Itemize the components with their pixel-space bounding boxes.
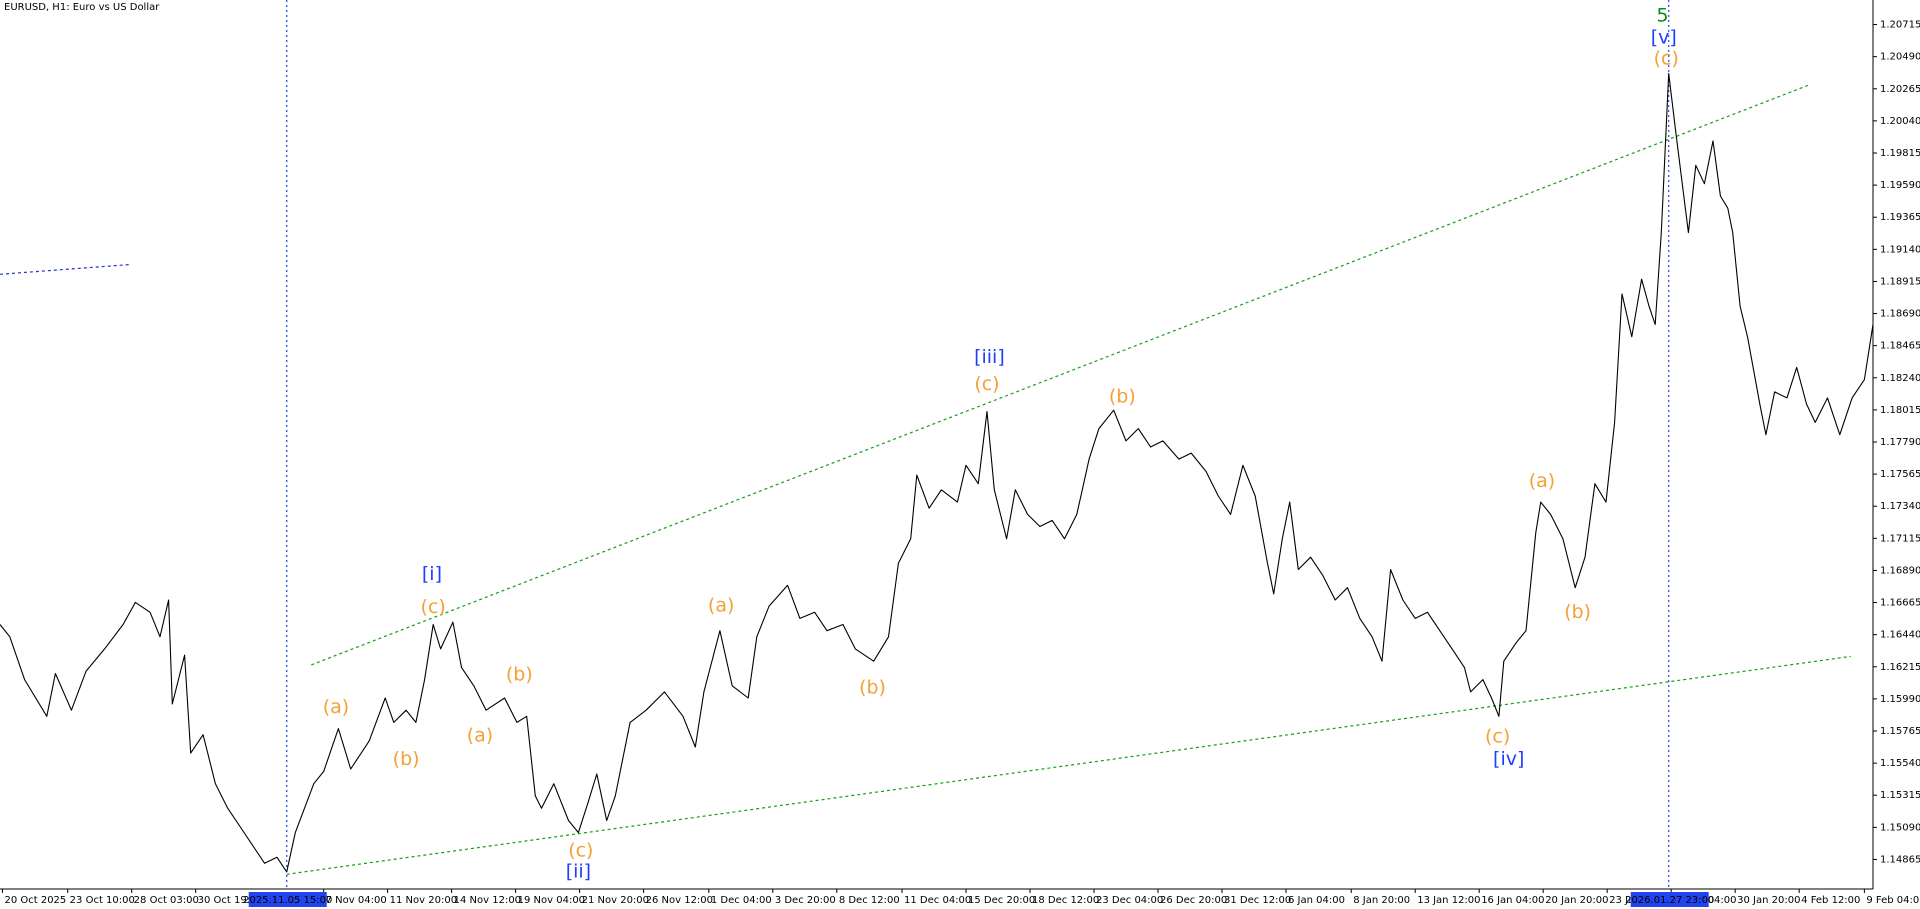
y-tick-label: 1.15090 — [1880, 822, 1920, 833]
y-tick-label: 1.20265 — [1880, 84, 1920, 95]
wave-label: [ii] — [566, 860, 591, 882]
x-tick-label: 7 Nov 04:00 — [326, 895, 387, 906]
x-tick-label: 14 Nov 12:00 — [454, 895, 521, 906]
y-tick-label: 1.15990 — [1880, 694, 1920, 705]
wave-label: (a) — [708, 595, 734, 617]
y-tick-label: 1.18690 — [1880, 309, 1920, 320]
wave-label: (c) — [1485, 726, 1510, 748]
y-tick-label: 1.17790 — [1880, 437, 1920, 448]
y-tick-label: 1.14865 — [1880, 854, 1920, 865]
y-tick-label: 1.17115 — [1880, 533, 1920, 544]
x-tick-label: 16 Jan 04:00 — [1481, 895, 1544, 906]
y-tick-label: 1.15315 — [1880, 790, 1920, 801]
x-tick-label: 20 Jan 20:00 — [1545, 895, 1608, 906]
y-tick-label: 1.17565 — [1880, 469, 1920, 480]
price-line — [0, 72, 1874, 873]
trendline — [0, 263, 131, 275]
y-tick-label: 1.15765 — [1880, 726, 1920, 737]
cursor-label: 2025.11.05 15:00 — [243, 895, 332, 906]
x-tick-label: 6 Jan 04:00 — [1288, 895, 1345, 906]
wave-label: (b) — [1564, 601, 1591, 623]
trendline — [286, 655, 1851, 875]
x-tick-label: 26 Dec 20:00 — [1160, 895, 1227, 906]
wave-label: (c) — [974, 373, 999, 395]
y-tick-label: 1.17340 — [1880, 501, 1920, 512]
trendline — [311, 83, 1811, 666]
wave-label: (c) — [1654, 47, 1679, 69]
y-tick-label: 1.20715 — [1880, 20, 1920, 31]
x-tick-label: 23 Dec 04:00 — [1096, 895, 1163, 906]
cursor-label-box — [1630, 892, 1709, 907]
cursor-label-box — [248, 892, 327, 907]
x-tick-label: 23 Oct 10:00 — [70, 895, 135, 906]
wave-label: (b) — [393, 748, 420, 770]
wave-label: (a) — [467, 725, 493, 747]
y-tick-label: 1.16215 — [1880, 662, 1920, 673]
x-tick-label: 8 Dec 12:00 — [839, 895, 900, 906]
wave-label: [iii] — [974, 346, 1005, 368]
x-tick-label: 15 Dec 20:00 — [968, 895, 1035, 906]
y-tick-label: 1.19140 — [1880, 244, 1920, 255]
x-tick-label: 11 Nov 20:00 — [390, 895, 457, 906]
x-tick-label: 21 Nov 20:00 — [582, 895, 649, 906]
y-tick-label: 1.18915 — [1880, 276, 1920, 287]
wave-label: (b) — [1109, 385, 1136, 407]
wave-label: [v] — [1651, 26, 1677, 48]
y-tick-label: 1.19365 — [1880, 212, 1920, 223]
wave-label: (c) — [568, 840, 593, 862]
y-tick-label: 1.18015 — [1880, 405, 1920, 416]
x-tick-label: 20 Oct 2025 — [4, 895, 66, 906]
wave-label: (c) — [421, 596, 446, 618]
y-tick-label: 1.16440 — [1880, 630, 1920, 641]
y-tick-label: 1.15540 — [1880, 758, 1920, 769]
y-tick-label: 1.20490 — [1880, 52, 1920, 63]
chart-title: EURUSD, H1: Euro vs US Dollar — [4, 2, 160, 13]
y-tick-label: 1.18240 — [1880, 373, 1920, 384]
x-tick-label: 31 Dec 12:00 — [1224, 895, 1291, 906]
wave-label: (b) — [506, 663, 533, 685]
x-tick-label: 11 Dec 04:00 — [904, 895, 971, 906]
x-tick-label: 30 Jan 20:00 — [1737, 895, 1800, 906]
wave-label: (b) — [859, 677, 886, 699]
x-tick-label: 28 Oct 03:00 — [134, 895, 199, 906]
y-tick-label: 1.16890 — [1880, 565, 1920, 576]
x-tick-label: 8 Jan 20:00 — [1353, 895, 1410, 906]
wave-label: (a) — [323, 696, 349, 718]
wave-label: [iv] — [1493, 748, 1524, 770]
x-tick-label: 1 Dec 04:00 — [711, 895, 772, 906]
y-tick-label: 1.19590 — [1880, 180, 1920, 191]
wave-label: (a) — [1529, 470, 1555, 492]
x-tick-label: 18 Dec 12:00 — [1032, 895, 1099, 906]
x-tick-label: 19 Nov 04:00 — [518, 895, 585, 906]
y-tick-label: 1.19815 — [1880, 148, 1920, 159]
x-tick-label: 26 Nov 12:00 — [646, 895, 713, 906]
x-tick-label: 9 Feb 04:00 — [1866, 895, 1920, 906]
cursor-label: 2026.01.27 23:00 — [1625, 895, 1714, 906]
x-tick-label: 3 Dec 20:00 — [775, 895, 836, 906]
y-tick-label: 1.16665 — [1880, 598, 1920, 609]
y-tick-label: 1.18465 — [1880, 341, 1920, 352]
y-tick-label: 1.20040 — [1880, 116, 1920, 127]
x-tick-label: 4 Feb 12:00 — [1801, 895, 1860, 906]
x-tick-label: 13 Jan 12:00 — [1417, 895, 1480, 906]
wave-label: 5 — [1657, 4, 1669, 26]
x-tick-label: 30 Oct 19:00 — [198, 895, 263, 906]
wave-label: [i] — [422, 563, 442, 585]
